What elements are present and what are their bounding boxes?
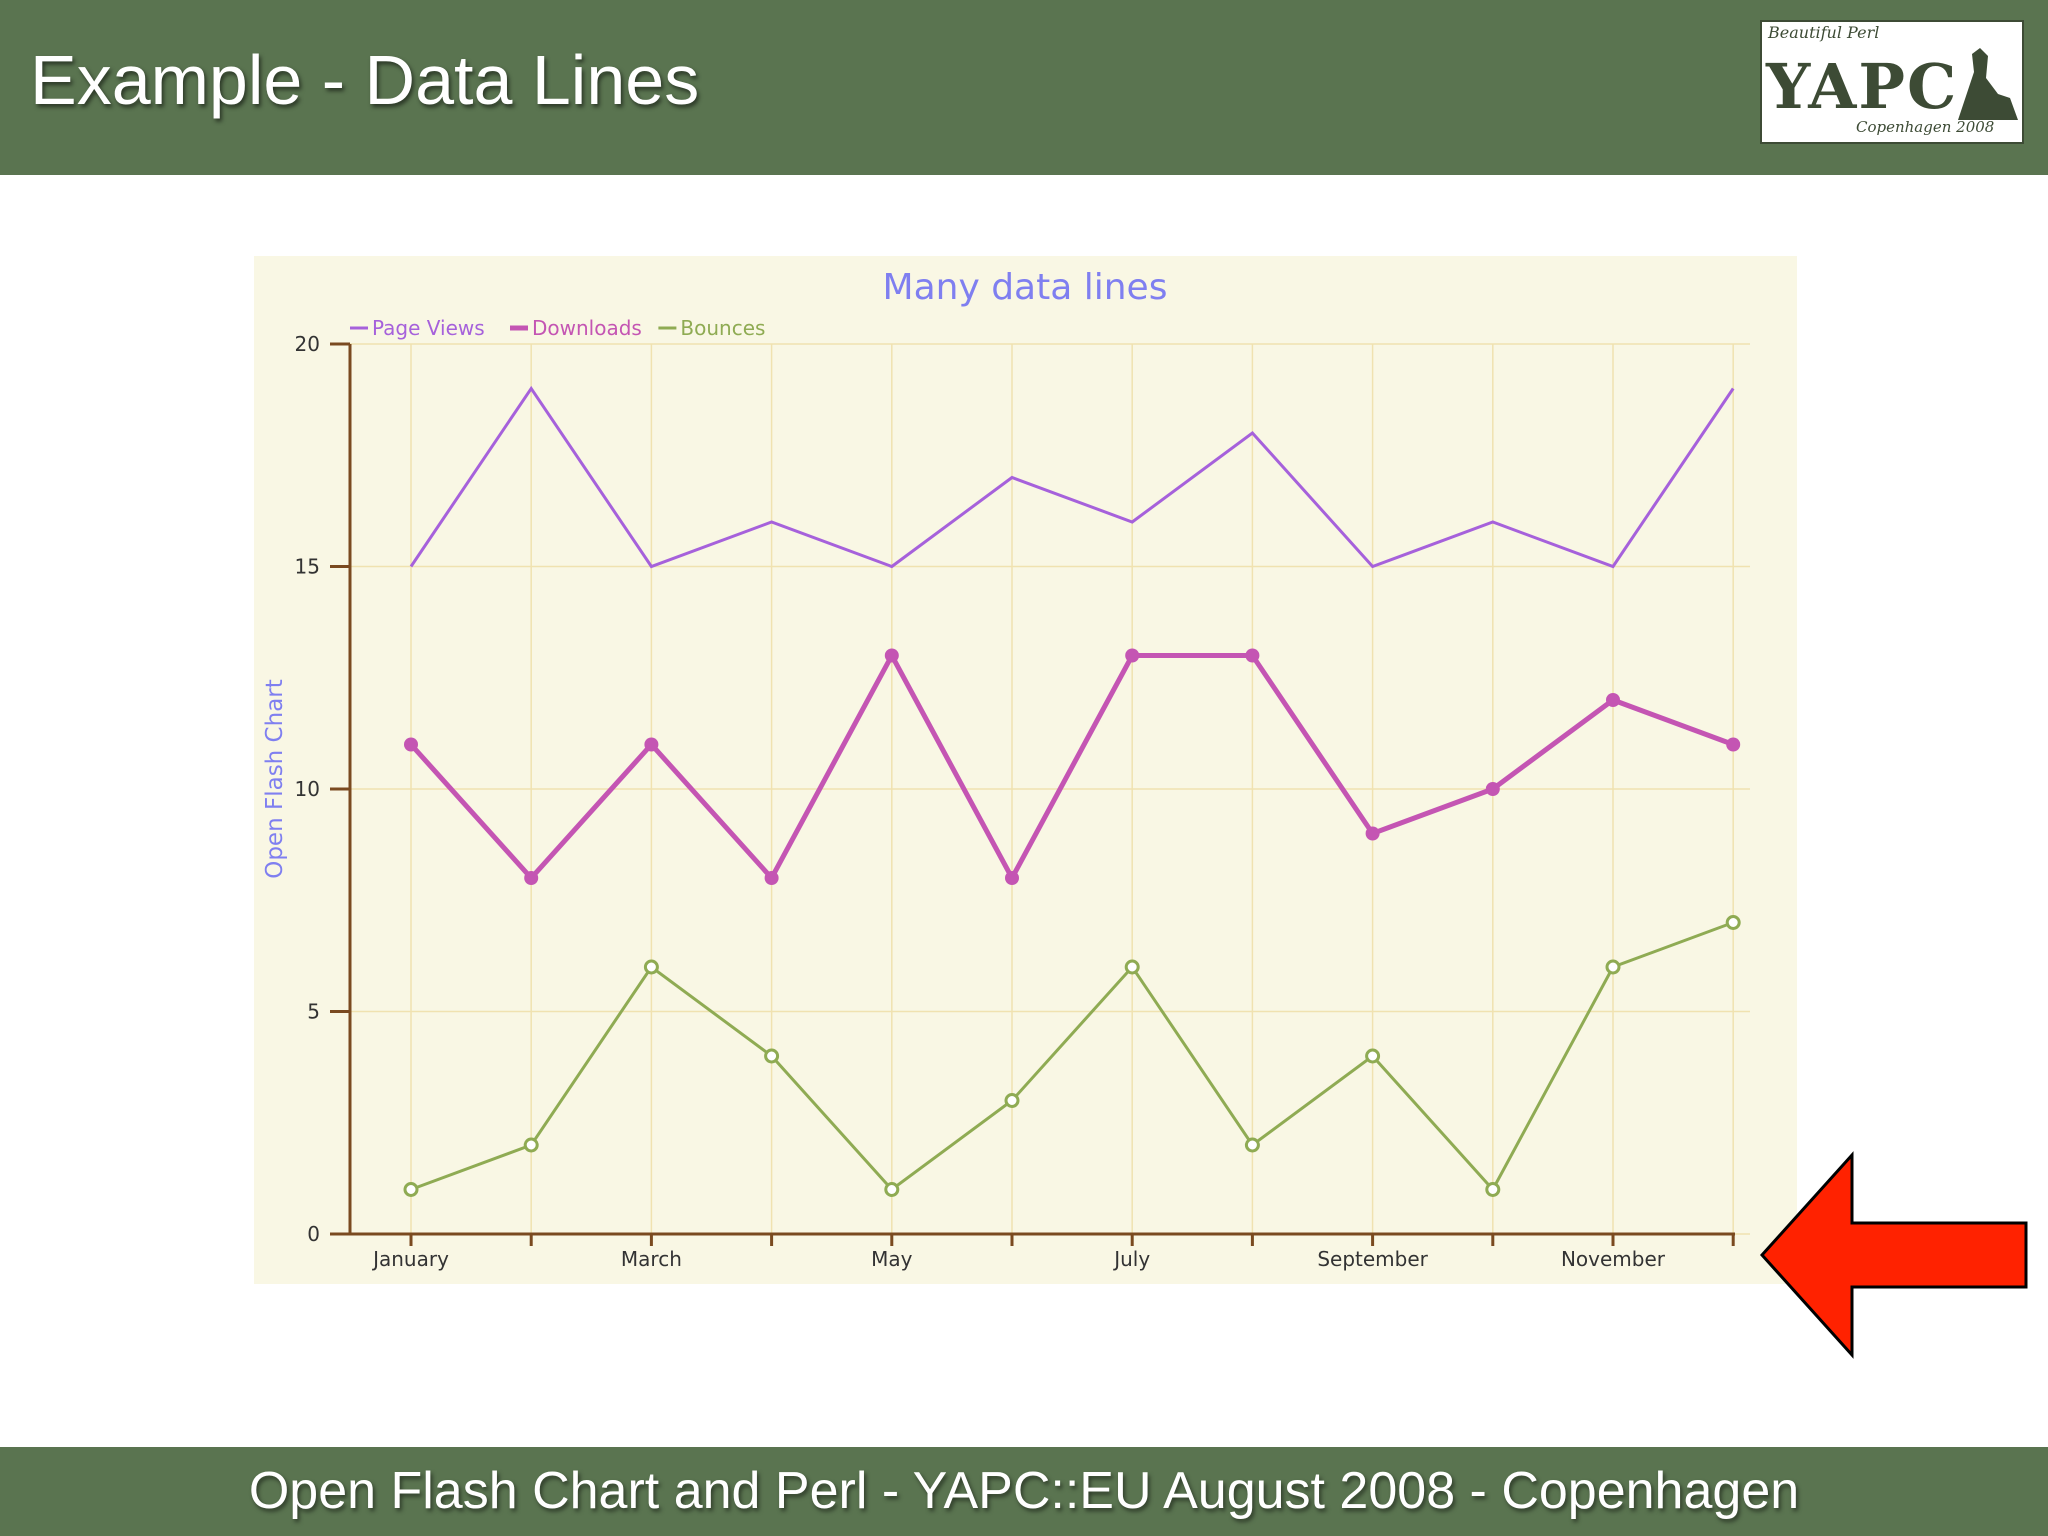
logo-main-text: YAPC	[1765, 50, 1958, 123]
slide-title: Example - Data Lines	[30, 41, 700, 119]
data-point	[1365, 1048, 1381, 1064]
data-point	[524, 871, 539, 885]
data-point	[1005, 871, 1019, 885]
data-point	[1365, 826, 1380, 841]
line-chart: Many data lines 0 5 10 15 20 January March May Ju…	[262, 267, 1750, 1271]
series-line	[410, 921, 1734, 1193]
data-point	[1606, 693, 1620, 707]
data-point	[764, 1048, 780, 1064]
data-point	[523, 1137, 539, 1153]
data-point	[1485, 1182, 1501, 1197]
legend-label: Page Views	[372, 316, 485, 340]
y-tick-label: 0	[307, 1222, 320, 1246]
data-point	[1725, 915, 1741, 930]
data-point	[1125, 648, 1140, 663]
data-point	[1004, 1093, 1020, 1108]
legend-label: Downloads	[532, 316, 642, 340]
x-tick-label: July	[1112, 1247, 1150, 1271]
series-line	[409, 650, 1735, 884]
data-point	[643, 959, 659, 975]
x-tick-label: November	[1561, 1247, 1666, 1271]
x-tick-label: September	[1317, 1247, 1428, 1271]
data-point	[1485, 782, 1500, 796]
data-point	[1124, 959, 1140, 975]
slide-header: Example - Data Lines Beautiful Perl YAPC…	[0, 0, 2048, 175]
red-arrow-icon	[1760, 1151, 2028, 1359]
data-point	[403, 1182, 419, 1197]
data-point	[884, 1182, 900, 1197]
yapc-logo: Beautiful Perl YAPC Copenhagen 2008	[1760, 20, 2024, 144]
y-tick-label: 15	[295, 555, 320, 579]
data-point	[644, 737, 659, 752]
y-tick-label: 10	[295, 777, 320, 801]
chart-panel: Many data lines 0 5 10 15 20 January March May Ju…	[254, 256, 1797, 1284]
chart-title: Many data lines	[883, 267, 1168, 308]
y-axis-label: Open Flash Chart	[262, 679, 288, 879]
data-point	[764, 871, 779, 885]
y-tick-label: 5	[307, 1000, 320, 1024]
slide-footer: Open Flash Chart and Perl - YAPC::EU Aug…	[0, 1447, 2048, 1536]
legend-label: Bounces	[680, 316, 765, 340]
data-point	[1726, 737, 1741, 752]
x-tick-label: March	[621, 1247, 682, 1271]
y-tick-label: 20	[295, 332, 320, 356]
x-tick-label: May	[871, 1247, 913, 1271]
data-point	[1605, 959, 1621, 975]
data-point	[1244, 1137, 1260, 1153]
x-tick-label: January	[371, 1247, 449, 1271]
data-point	[404, 737, 418, 752]
series-line	[409, 385, 1735, 569]
data-point	[884, 648, 899, 663]
logo-top-text: Beautiful Perl	[1767, 23, 1879, 42]
footer-text: Open Flash Chart and Perl - YAPC::EU Aug…	[248, 1462, 1800, 1520]
logo-bottom-text: Copenhagen 2008	[1856, 118, 1994, 136]
data-point	[1245, 648, 1260, 663]
yapc-logo-graphic: Beautiful Perl YAPC Copenhagen 2008	[1760, 20, 2024, 144]
